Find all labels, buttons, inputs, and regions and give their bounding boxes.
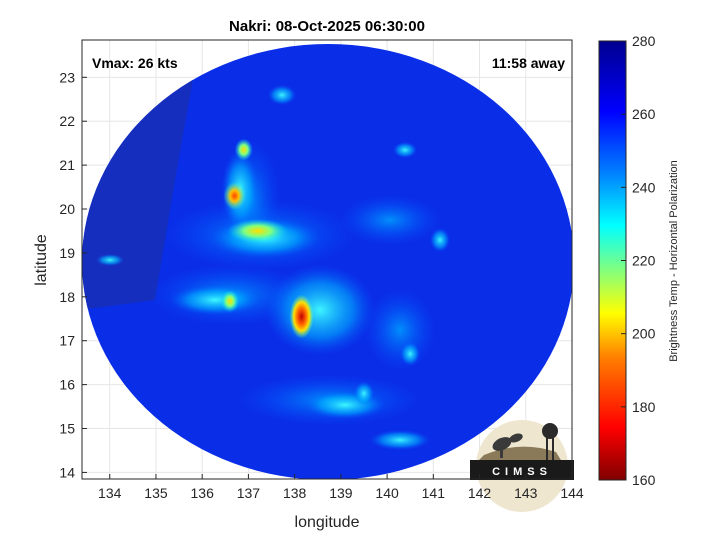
x-tick-label: 142 bbox=[468, 485, 492, 501]
cimss-logo: CIMSS bbox=[470, 420, 574, 512]
x-tick-label: 143 bbox=[514, 485, 538, 501]
time-away-annotation: 11:58 away bbox=[492, 55, 565, 71]
cold-core bbox=[227, 218, 288, 243]
swath-image bbox=[82, 44, 572, 479]
x-tick-label: 144 bbox=[560, 485, 584, 501]
axes-frame bbox=[81, 39, 573, 480]
y-tick-label: 18 bbox=[59, 289, 75, 305]
x-tick-label: 138 bbox=[283, 485, 307, 501]
water-tower-icon bbox=[542, 423, 558, 460]
y-tick-label: 19 bbox=[59, 245, 75, 261]
y-tick-label: 21 bbox=[59, 157, 75, 173]
colorbar-tick-label: 220 bbox=[632, 253, 656, 269]
y-tick-label: 15 bbox=[59, 421, 75, 437]
y-axis-ticks: 14 15 16 17 18 19 20 21 22 23 bbox=[59, 69, 87, 480]
x-tick-label: 141 bbox=[422, 485, 446, 501]
y-tick-label: 17 bbox=[59, 333, 75, 349]
logo-text: CIMSS bbox=[492, 466, 552, 478]
cold-core bbox=[400, 341, 421, 366]
y-tick-label: 23 bbox=[59, 69, 75, 85]
colorbar-tick-label: 280 bbox=[632, 33, 656, 49]
chart-title: Nakri: 08-Oct-2025 06:30:00 bbox=[229, 18, 425, 35]
satellite-dish-icon bbox=[492, 433, 523, 458]
x-tick-label: 136 bbox=[191, 485, 215, 501]
colorbar-tick-label: 160 bbox=[632, 472, 656, 488]
y-tick-label: 14 bbox=[59, 464, 75, 480]
colorbar-tick-label: 240 bbox=[632, 179, 656, 195]
x-tick-label: 139 bbox=[329, 485, 353, 501]
cold-core bbox=[289, 294, 314, 339]
colorbar-tick-label: 180 bbox=[632, 399, 656, 415]
x-tick-label: 137 bbox=[237, 485, 261, 501]
y-tick-label: 22 bbox=[59, 113, 75, 129]
vmax-annotation: Vmax: 26 kts bbox=[92, 55, 178, 71]
x-tick-label: 134 bbox=[98, 485, 122, 501]
y-axis-label: latitude bbox=[33, 234, 50, 286]
cold-core bbox=[353, 381, 374, 406]
colorbar-ticks: 280 260 240 220 200 180 160 bbox=[621, 33, 656, 488]
cold-core bbox=[220, 290, 239, 313]
x-tick-label: 140 bbox=[375, 485, 399, 501]
colorbar-label: Brightness Temp - Horizontal Polarizatio… bbox=[668, 160, 680, 362]
cold-core bbox=[223, 181, 246, 210]
cold-cloud-cores bbox=[220, 138, 421, 406]
y-tick-label: 16 bbox=[59, 377, 75, 393]
x-tick-label: 135 bbox=[144, 485, 168, 501]
colorbar-tick-label: 260 bbox=[632, 106, 656, 122]
cold-core bbox=[234, 138, 253, 161]
x-axis-label: longitude bbox=[295, 514, 360, 531]
x-axis-ticks: 134 135 136 137 138 139 140 141 142 143 144 bbox=[98, 474, 584, 501]
colorbar-tick-label: 200 bbox=[632, 326, 656, 342]
y-tick-label: 20 bbox=[59, 201, 75, 217]
